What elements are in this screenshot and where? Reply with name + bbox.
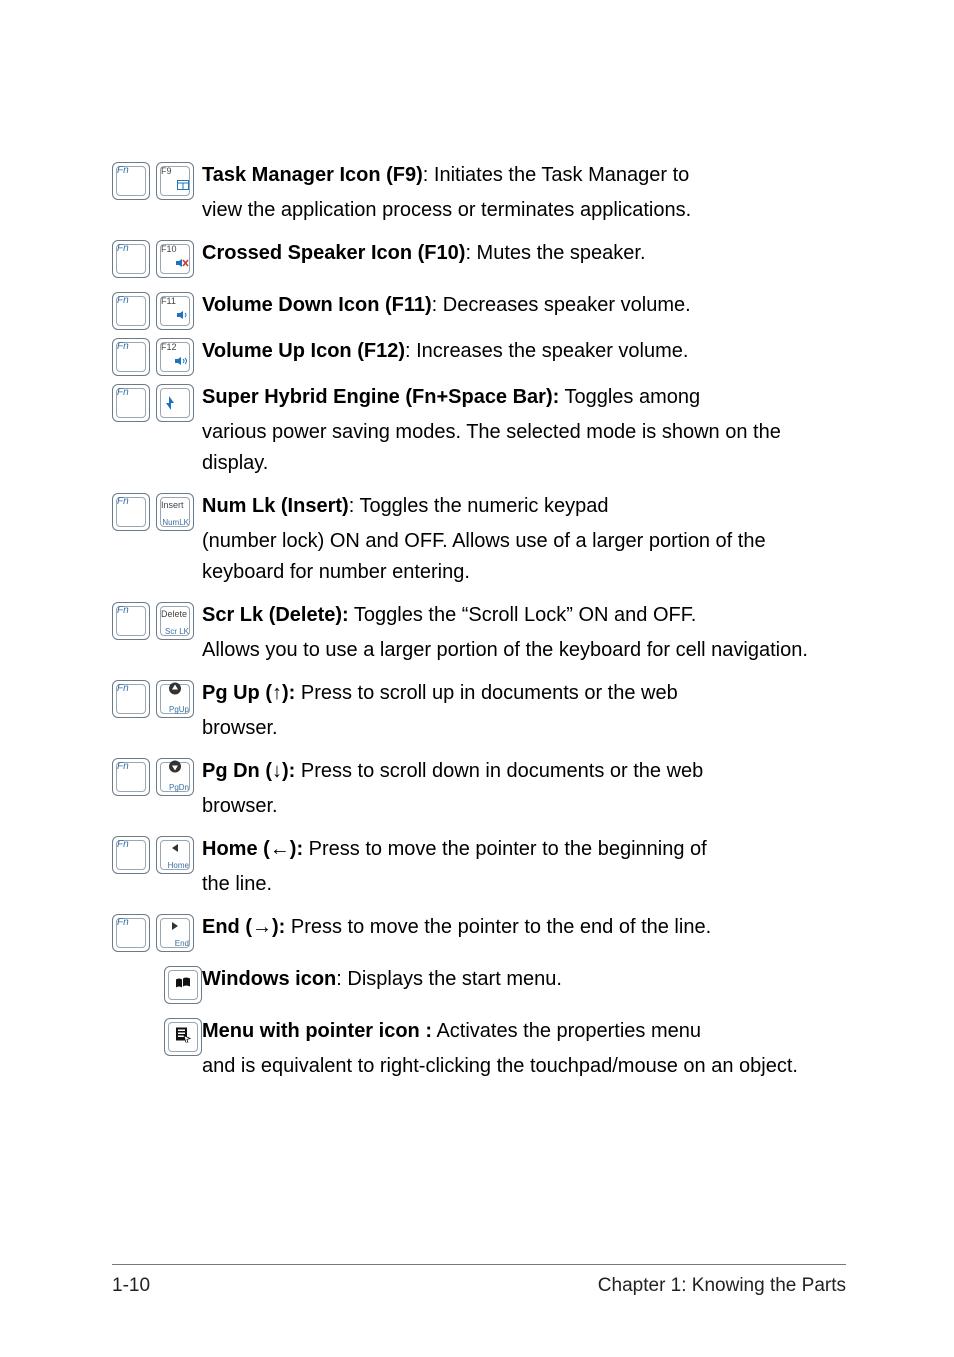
key-f12: F12 — [156, 338, 194, 376]
keys-pgdn: Fn PgDn — [112, 756, 202, 796]
task-manager-icon — [177, 177, 189, 195]
page-number: 1-10 — [112, 1275, 150, 1297]
key-menu — [164, 1018, 202, 1056]
key-up: PgUp — [156, 680, 194, 718]
key-fn: Fn — [112, 292, 150, 330]
row-f9: Fn F9 Task Manager Icon (F9): Initiates … — [112, 160, 846, 226]
key-left: Home — [156, 836, 194, 874]
text-numlk: Num Lk (Insert): Toggles the numeric key… — [202, 491, 846, 588]
key-fn: Fn — [112, 602, 150, 640]
key-fn: Fn — [112, 240, 150, 278]
key-fn: Fn — [112, 914, 150, 952]
text-f11: Volume Down Icon (F11): Decreases speake… — [202, 290, 846, 321]
row-f12: Fn F12 Volume Up Icon (F12): Increases t… — [112, 336, 846, 376]
cont-f9: view the application process or terminat… — [202, 195, 846, 226]
text-windows: Windows icon: Displays the start menu. — [202, 964, 846, 995]
keys-pgup: Fn PgUp — [112, 678, 202, 718]
windows-icon — [175, 976, 191, 995]
text-pgup: Pg Up (↑): Press to scroll up in documen… — [202, 678, 846, 744]
menu-pointer-icon — [175, 1027, 191, 1048]
keys-scrlk: Fn Delete Scr LK — [112, 600, 202, 640]
row-pgdn: Fn PgDn Pg Dn (↓): Press to scroll down … — [112, 756, 846, 822]
keys-f12: Fn F12 — [112, 336, 202, 376]
row-pgup: Fn PgUp Pg Up (↑): Press to scroll up in… — [112, 678, 846, 744]
key-fn: Fn — [112, 162, 150, 200]
title-f9: Task Manager Icon (F9) — [202, 164, 423, 186]
key-right: End — [156, 914, 194, 952]
keys-menu — [112, 1016, 202, 1056]
chapter-title: Chapter 1: Knowing the Parts — [598, 1275, 846, 1297]
page: Fn F9 Task Manager Icon (F9): Initiates … — [0, 0, 954, 1357]
key-f9: F9 — [156, 162, 194, 200]
row-f11: Fn F11 Volume Down Icon (F11): Decreases… — [112, 290, 846, 330]
key-space — [156, 384, 194, 422]
text-scrlk: Scr Lk (Delete): Toggles the “Scroll Loc… — [202, 600, 846, 666]
text-pgdn: Pg Dn (↓): Press to scroll down in docum… — [202, 756, 846, 822]
row-space: Fn Super Hybrid Engine (Fn+Space Bar): T… — [112, 382, 846, 479]
key-down: PgDn — [156, 758, 194, 796]
key-fn-label: Fn — [117, 165, 129, 176]
key-fn: Fn — [112, 338, 150, 376]
text-menu: Menu with pointer icon : Activates the p… — [202, 1016, 846, 1082]
keys-f9: Fn F9 — [112, 160, 202, 200]
key-f9-label: F9 — [161, 166, 172, 176]
keys-numlk: Fn Insert NumLK — [112, 491, 202, 531]
row-scrlk: Fn Delete Scr LK Scr Lk (Delete): Toggle… — [112, 600, 846, 666]
keys-home: Fn Home — [112, 834, 202, 874]
text-home: Home (←): Press to move the pointer to t… — [202, 834, 846, 900]
text-f12: Volume Up Icon (F12): Increases the spea… — [202, 336, 846, 367]
arrow-right-icon — [170, 918, 180, 936]
key-fn: Fn — [112, 680, 150, 718]
key-fn: Fn — [112, 384, 150, 422]
text-f10: Crossed Speaker Icon (F10): Mutes the sp… — [202, 238, 846, 269]
row-f10: Fn F10 Crossed Speaker Icon (F10): Mutes… — [112, 238, 846, 278]
key-fn: Fn — [112, 758, 150, 796]
arrow-up-icon — [168, 682, 182, 701]
row-end: Fn End End (→): Press to move the pointe… — [112, 912, 846, 952]
power-mode-icon — [165, 396, 175, 415]
arrow-left-icon — [170, 840, 180, 858]
key-fn: Fn — [112, 493, 150, 531]
row-home: Fn Home Home (←): Press to move the poin… — [112, 834, 846, 900]
volume-up-icon — [174, 353, 189, 371]
keys-f10: Fn F10 — [112, 238, 202, 278]
row-menu: Menu with pointer icon : Activates the p… — [112, 1016, 846, 1082]
footer: 1-10 Chapter 1: Knowing the Parts — [112, 1264, 846, 1297]
volume-down-icon — [176, 307, 189, 325]
keys-end: Fn End — [112, 912, 202, 952]
keys-windows — [112, 964, 202, 1004]
keys-f11: Fn F11 — [112, 290, 202, 330]
key-windows — [164, 966, 202, 1004]
key-f11: F11 — [156, 292, 194, 330]
speaker-mute-icon — [175, 255, 189, 273]
key-insert: Insert NumLK — [156, 493, 194, 531]
key-fn: Fn — [112, 836, 150, 874]
text-space: Super Hybrid Engine (Fn+Space Bar): Togg… — [202, 382, 846, 479]
row-numlk: Fn Insert NumLK Num Lk (Insert): Toggles… — [112, 491, 846, 588]
key-f10: F10 — [156, 240, 194, 278]
lead-f9: : Initiates the Task Manager to — [423, 164, 689, 186]
arrow-down-icon — [168, 760, 182, 779]
text-end: End (→): Press to move the pointer to th… — [202, 912, 846, 943]
key-delete: Delete Scr LK — [156, 602, 194, 640]
keys-space: Fn — [112, 382, 202, 422]
text-f9: Task Manager Icon (F9): Initiates the Ta… — [202, 160, 846, 226]
row-windows: Windows icon: Displays the start menu. — [112, 964, 846, 1004]
